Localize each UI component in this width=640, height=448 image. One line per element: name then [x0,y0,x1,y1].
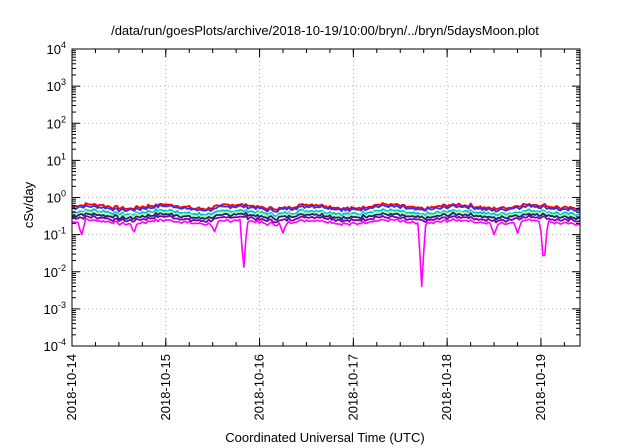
y-tick-label: 102 [47,114,66,131]
tick-marks [71,48,580,347]
x-tick-label: 2018-10-15 [158,354,173,421]
chart-title: /data/run/goesPlots/archive/2018-10-19/1… [111,23,539,38]
series-line [71,211,581,221]
y-axis-label: cSv/day [21,181,36,228]
grid-lines [71,49,580,346]
x-tick-label: 2018-10-14 [64,354,79,421]
y-tick-label: 103 [47,77,66,94]
series-line [71,208,581,218]
y-tick-label: 100 [47,189,66,206]
y-tick-label: 104 [47,40,66,57]
x-tick-label: 2018-10-18 [439,354,454,421]
y-tick-label: 101 [47,151,66,168]
x-axis-label: Coordinated Universal Time (UTC) [225,430,424,445]
y-tick-label: 10-3 [44,300,66,317]
y-tick-labels: 10-4 10-3 10-2 10-1 100 101 102 103 104 [44,40,66,354]
series-group [71,201,581,288]
x-tick-labels: 2018-10-14 2018-10-15 2018-10-16 2018-10-17… [64,354,548,421]
y-tick-label: 10-4 [44,337,66,354]
x-tick-label: 2018-10-17 [345,354,360,421]
y-tick-label: 10-2 [44,263,66,280]
x-tick-label: 2018-10-16 [252,354,267,421]
y-tick-label: 10-1 [44,226,66,243]
series-line [72,214,581,224]
series-line [71,203,581,213]
x-tick-label: 2018-10-19 [533,354,548,421]
series-line [71,217,581,288]
